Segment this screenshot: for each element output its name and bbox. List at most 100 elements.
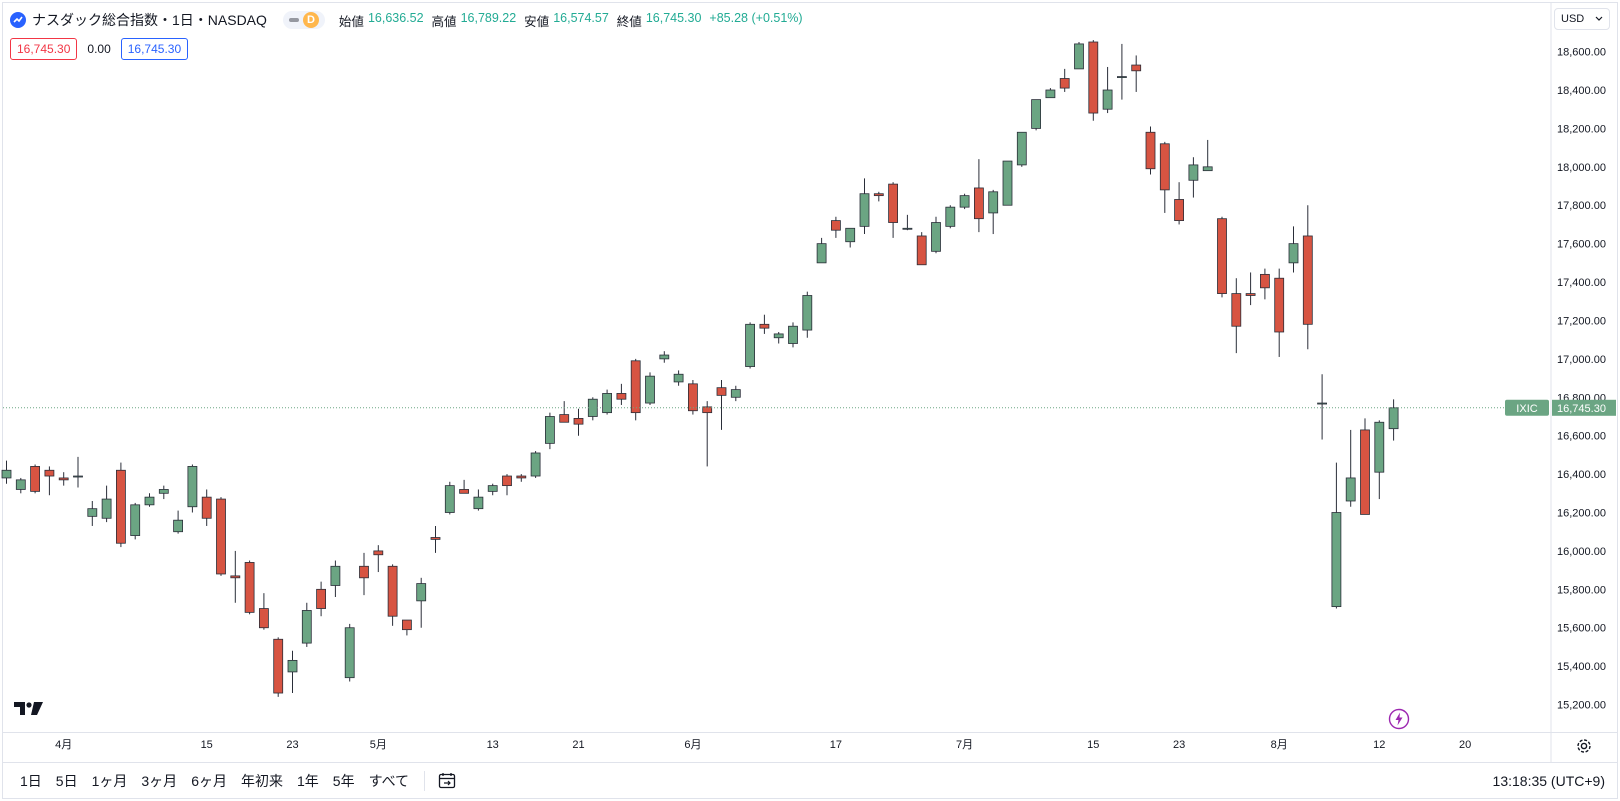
settings-gear-icon[interactable] [1575, 737, 1593, 760]
range-5d-button[interactable]: 5日 [55, 772, 78, 789]
candle[interactable] [301, 602, 312, 647]
candle[interactable] [44, 466, 55, 496]
candle[interactable] [201, 489, 212, 526]
candle[interactable] [773, 331, 784, 344]
candle[interactable] [959, 193, 970, 210]
candle[interactable] [1260, 268, 1270, 300]
candle[interactable] [1145, 126, 1156, 175]
candle[interactable] [1231, 278, 1242, 354]
candle[interactable] [916, 232, 927, 266]
timezone-clock[interactable]: 13:18:35 (UTC+9) [1492, 772, 1605, 789]
range-ytd-button[interactable]: 年初来 [240, 772, 283, 789]
range-1y-button[interactable]: 1年 [296, 772, 319, 789]
candle[interactable] [559, 401, 570, 423]
candle[interactable] [230, 550, 241, 603]
range-6m-button[interactable]: 6ヶ月 [191, 772, 227, 789]
candle[interactable] [1317, 374, 1327, 440]
candle[interactable] [545, 412, 555, 450]
candle[interactable] [788, 322, 798, 348]
candle[interactable] [759, 314, 770, 334]
candle[interactable] [587, 397, 598, 421]
candle[interactable] [73, 456, 83, 488]
candle[interactable] [15, 477, 26, 494]
candle[interactable] [473, 489, 484, 511]
symbol-title[interactable]: ナスダック総合指数・1日・NASDAQ [32, 12, 267, 28]
candle[interactable] [1288, 226, 1299, 273]
candle[interactable] [216, 497, 226, 576]
candle[interactable] [831, 216, 841, 238]
candle[interactable] [1174, 182, 1184, 225]
candle[interactable] [330, 560, 341, 598]
candle[interactable] [645, 372, 655, 405]
range-1d-button[interactable]: 1日 [20, 772, 42, 789]
candle[interactable] [730, 385, 741, 402]
candle[interactable] [673, 370, 684, 386]
candle[interactable] [945, 205, 956, 229]
candle[interactable] [1302, 205, 1313, 350]
candle[interactable] [1245, 272, 1256, 306]
candle[interactable] [516, 474, 527, 482]
candle[interactable] [487, 483, 498, 496]
candle[interactable] [873, 191, 884, 202]
candle[interactable] [459, 479, 470, 494]
candle[interactable] [116, 462, 126, 548]
range-1m-button[interactable]: 1ヶ月 [91, 772, 128, 789]
candle[interactable] [1374, 420, 1385, 500]
candle[interactable] [602, 389, 612, 415]
candle[interactable] [101, 485, 112, 523]
candle[interactable] [1031, 99, 1041, 131]
candle[interactable] [359, 552, 369, 596]
candle[interactable] [273, 637, 284, 697]
calendar-goto-icon[interactable] [437, 771, 457, 791]
candle[interactable] [988, 189, 999, 235]
candle[interactable] [316, 581, 327, 617]
range-3m-button[interactable]: 3ヶ月 [141, 772, 178, 789]
candle[interactable] [444, 481, 455, 515]
candle[interactable] [30, 464, 41, 494]
candle[interactable] [373, 545, 384, 573]
candle[interactable] [158, 485, 169, 500]
sell-price-button[interactable]: 16,745.30 [10, 38, 78, 60]
currency-select[interactable]: USD [1554, 8, 1610, 30]
candle[interactable] [1045, 88, 1056, 99]
candle[interactable] [173, 510, 184, 534]
market-status-pill[interactable]: D [282, 11, 325, 29]
candle[interactable] [1074, 42, 1084, 70]
candle[interactable] [745, 322, 755, 369]
candle[interactable] [802, 291, 813, 338]
candle[interactable] [659, 351, 670, 363]
buy-price-button[interactable]: 16,745.30 [120, 38, 189, 60]
candle[interactable] [416, 577, 427, 628]
candle[interactable] [1059, 68, 1070, 92]
lightning-icon[interactable] [1388, 708, 1410, 735]
candle[interactable] [702, 401, 713, 467]
candle[interactable] [287, 650, 298, 694]
candle[interactable] [1131, 55, 1142, 92]
candle[interactable] [87, 500, 98, 526]
candle[interactable] [1102, 66, 1113, 114]
candle[interactable] [401, 619, 412, 636]
candle[interactable] [716, 380, 727, 430]
candle[interactable] [1388, 399, 1399, 441]
candle[interactable] [1, 460, 12, 484]
candle[interactable] [344, 623, 355, 682]
tradingview-logo-icon[interactable] [14, 700, 44, 721]
candle[interactable] [244, 560, 255, 615]
candle[interactable] [530, 451, 541, 478]
candle[interactable] [58, 472, 69, 486]
candle[interactable] [430, 525, 441, 553]
candle[interactable] [888, 182, 898, 238]
candle[interactable] [845, 227, 856, 248]
candle[interactable] [130, 502, 141, 540]
candle[interactable] [1117, 43, 1127, 100]
candle[interactable] [258, 593, 269, 630]
candle[interactable] [1345, 429, 1356, 507]
candle[interactable] [1274, 268, 1285, 357]
candle[interactable] [1360, 418, 1370, 515]
candle[interactable] [502, 474, 512, 496]
candle[interactable] [902, 214, 913, 231]
candle[interactable] [630, 358, 641, 421]
candle[interactable] [1188, 157, 1199, 198]
candle[interactable] [931, 216, 941, 254]
